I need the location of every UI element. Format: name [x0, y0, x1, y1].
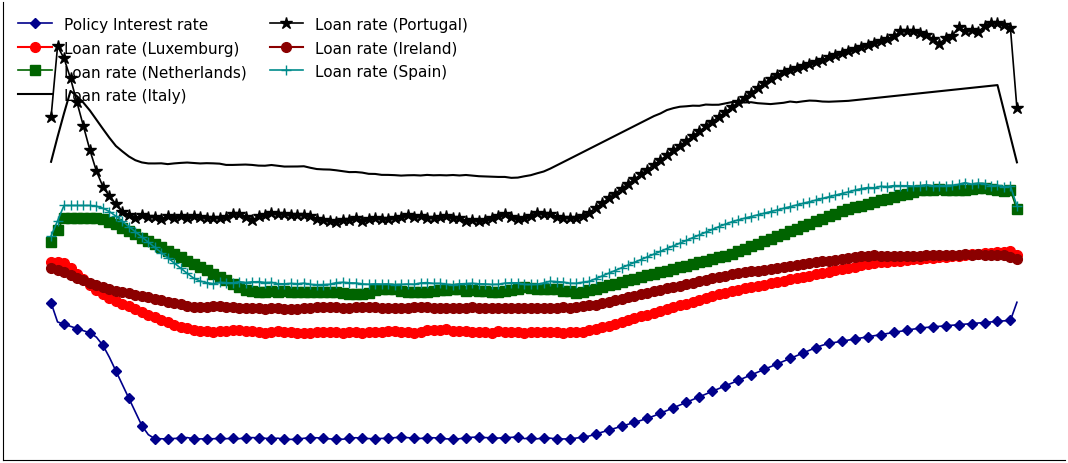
Loan rate (Spain): [959, 181, 972, 186]
Loan rate (Ireland): [368, 305, 381, 310]
Loan rate (Portugal): [848, 47, 861, 53]
Loan rate (Ireland): [45, 266, 58, 271]
Policy Interest rate: [848, 337, 861, 342]
Loan rate (Netherlands): [596, 285, 609, 290]
Loan rate (Portugal): [556, 215, 569, 221]
Loan rate (Ireland): [596, 300, 609, 306]
Loan rate (Italy): [427, 173, 440, 179]
Policy Interest rate: [596, 430, 609, 435]
Loan rate (Ireland): [434, 306, 446, 311]
Policy Interest rate: [719, 383, 732, 389]
Loan rate (Ireland): [1010, 257, 1023, 263]
Loan rate (Netherlands): [556, 288, 569, 294]
Loan rate (Ireland): [848, 255, 861, 260]
Line: Loan rate (Netherlands): Loan rate (Netherlands): [46, 184, 1022, 300]
Loan rate (Portugal): [985, 21, 998, 26]
Loan rate (Portugal): [368, 216, 381, 222]
Line: Loan rate (Spain): Loan rate (Spain): [46, 178, 1022, 290]
Loan rate (Italy): [991, 83, 1004, 89]
Loan rate (Portugal): [596, 201, 609, 206]
Loan rate (Luxemburg): [427, 327, 440, 333]
Loan rate (Netherlands): [972, 186, 985, 191]
Loan rate (Ireland): [959, 252, 972, 257]
Loan rate (Italy): [45, 160, 58, 165]
Loan rate (Luxemburg): [1010, 252, 1023, 258]
Line: Loan rate (Italy): Loan rate (Italy): [51, 86, 1017, 178]
Loan rate (Ireland): [284, 307, 297, 313]
Line: Policy Interest rate: Policy Interest rate: [48, 299, 1020, 443]
Line: Loan rate (Luxemburg): Loan rate (Luxemburg): [46, 247, 1022, 338]
Loan rate (Spain): [848, 188, 861, 194]
Loan rate (Italy): [719, 101, 732, 107]
Policy Interest rate: [556, 436, 569, 442]
Policy Interest rate: [1010, 300, 1023, 306]
Line: Loan rate (Portugal): Loan rate (Portugal): [45, 17, 1023, 228]
Loan rate (Luxemburg): [1004, 249, 1017, 255]
Loan rate (Spain): [427, 281, 440, 287]
Loan rate (Spain): [556, 280, 569, 285]
Loan rate (Luxemburg): [45, 260, 58, 265]
Policy Interest rate: [368, 436, 381, 442]
Loan rate (Netherlands): [434, 288, 446, 293]
Loan rate (Italy): [596, 140, 609, 146]
Loan rate (Portugal): [1010, 106, 1023, 112]
Loan rate (Netherlands): [1010, 207, 1023, 213]
Loan rate (Spain): [446, 283, 459, 288]
Loan rate (Italy): [1010, 160, 1023, 166]
Loan rate (Portugal): [434, 215, 446, 220]
Loan rate (Netherlands): [356, 292, 368, 297]
Loan rate (Luxemburg): [848, 264, 861, 270]
Loan rate (Italy): [556, 160, 569, 166]
Loan rate (Netherlands): [848, 205, 861, 211]
Loan rate (Italy): [848, 98, 861, 104]
Loan rate (Italy): [362, 172, 375, 177]
Loan rate (Ireland): [556, 305, 569, 310]
Loan rate (Netherlands): [719, 253, 732, 259]
Loan rate (Italy): [505, 175, 518, 181]
Loan rate (Portugal): [45, 115, 58, 120]
Loan rate (Spain): [45, 234, 58, 239]
Policy Interest rate: [434, 435, 446, 441]
Loan rate (Portugal): [719, 110, 732, 116]
Line: Loan rate (Ireland): Loan rate (Ireland): [46, 250, 1022, 314]
Loan rate (Spain): [362, 282, 375, 288]
Loan rate (Netherlands): [368, 288, 381, 294]
Loan rate (Luxemburg): [518, 331, 531, 337]
Loan rate (Spain): [1010, 204, 1023, 209]
Legend: Policy Interest rate, Loan rate (Luxemburg), Loan rate (Netherlands), Loan rate : Policy Interest rate, Loan rate (Luxembu…: [11, 10, 476, 111]
Loan rate (Luxemburg): [362, 330, 375, 335]
Loan rate (Luxemburg): [596, 325, 609, 331]
Loan rate (Ireland): [719, 273, 732, 279]
Policy Interest rate: [45, 300, 58, 306]
Loan rate (Spain): [719, 222, 732, 227]
Loan rate (Luxemburg): [719, 290, 732, 296]
Policy Interest rate: [290, 437, 303, 442]
Loan rate (Netherlands): [45, 240, 58, 245]
Loan rate (Luxemburg): [556, 330, 569, 336]
Loan rate (Spain): [596, 274, 609, 279]
Loan rate (Portugal): [330, 219, 343, 225]
